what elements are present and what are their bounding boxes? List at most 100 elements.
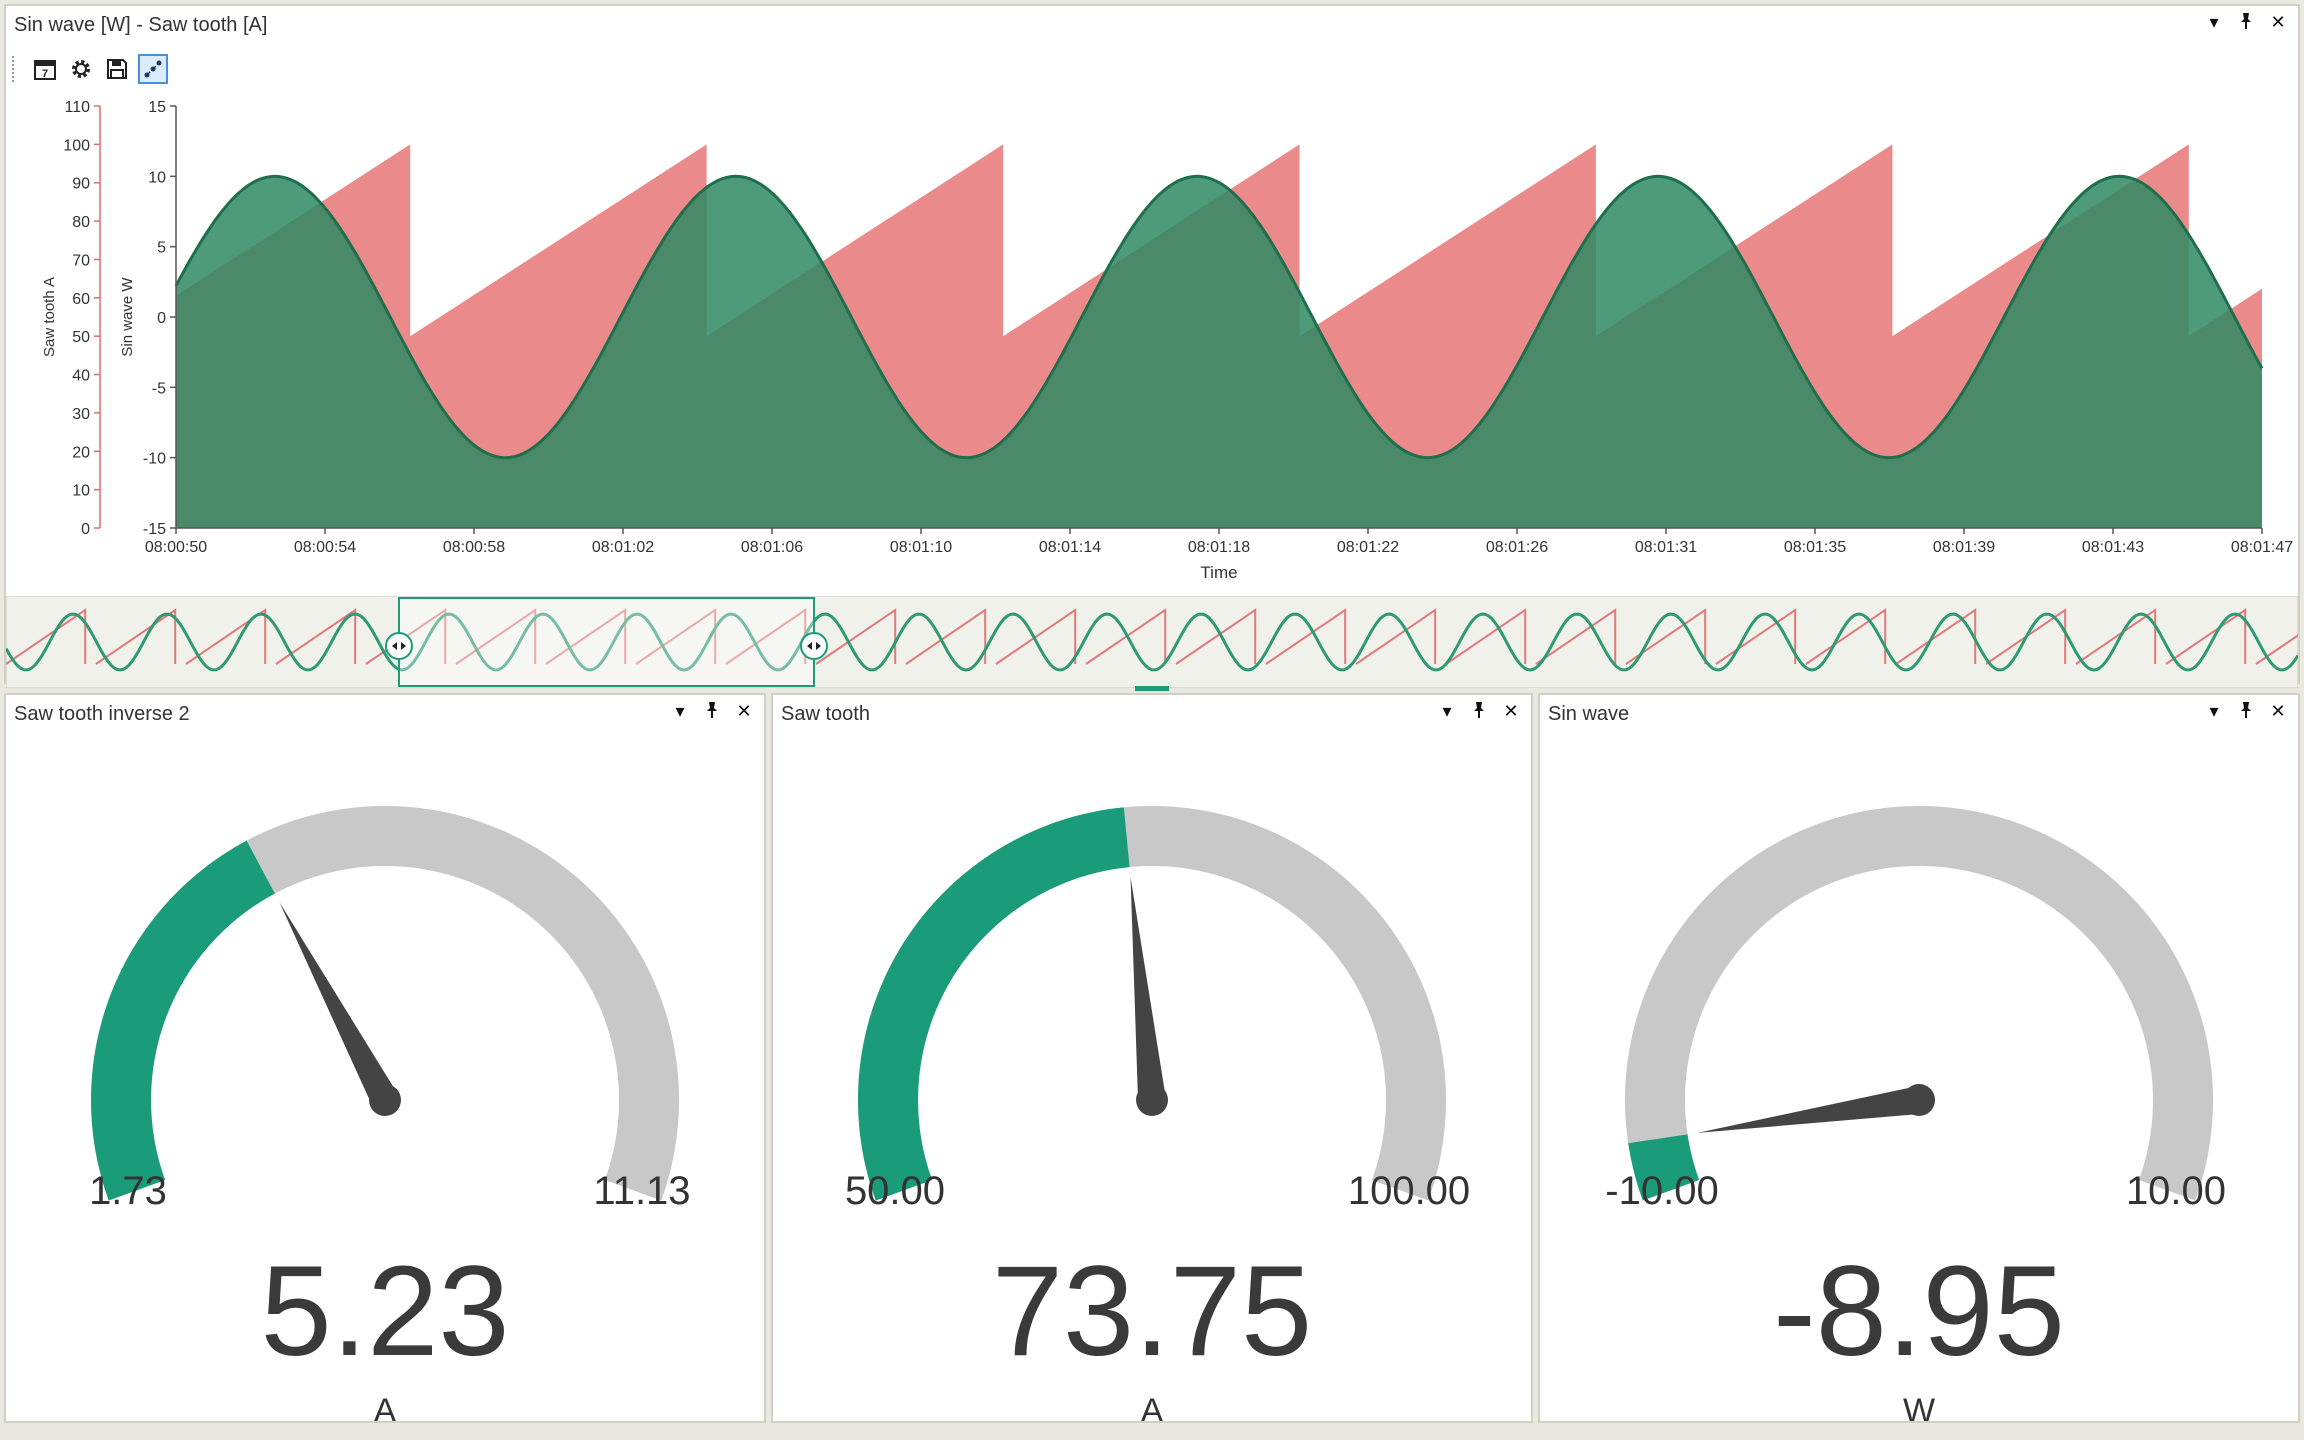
gauge-title: Sin wave: [1548, 703, 1630, 725]
gauge-max-label: 11.13: [593, 1169, 690, 1213]
gauge-max-label: 100.00: [1348, 1169, 1470, 1213]
sin-wave-area: [176, 176, 2262, 529]
gauge-track: [91, 806, 679, 1201]
gauge-panel-header: Saw tooth inverse 2 ▾ ✕: [6, 695, 764, 735]
gauge-panel-header: Saw tooth ▾ ✕: [773, 695, 1531, 735]
gauge-unit: A: [1141, 1392, 1164, 1421]
sin-wave-line: [174, 174, 2264, 460]
gauge-needle: [1130, 877, 1166, 1102]
gauge-value: 73.75: [992, 1240, 1312, 1383]
y-tick-label-w: -5: [152, 380, 166, 397]
x-tick-label: 08:01:39: [1933, 539, 1995, 556]
gauge-value: -8.95: [1773, 1240, 2065, 1383]
gauge-needle-hub: [369, 1084, 401, 1116]
close-icon[interactable]: ✕: [2270, 12, 2286, 32]
gauge-panel-controls: ▾ ✕: [2204, 701, 2288, 724]
handle-circle: [385, 632, 413, 660]
x-tick-label: 08:01:14: [1039, 539, 1101, 556]
chart-toolbar: 7: [12, 52, 168, 86]
y-tick-label-w: 0: [157, 310, 166, 327]
gauge-max-label: 10.00: [2126, 1169, 2226, 1213]
svg-text:7: 7: [42, 68, 48, 80]
settings-button[interactable]: [66, 54, 96, 84]
dropdown-icon[interactable]: ▾: [2209, 12, 2219, 32]
dropdown-icon[interactable]: ▾: [675, 701, 685, 721]
gauge-value: 5.23: [260, 1240, 509, 1383]
y-tick-label-a: 20: [72, 444, 90, 461]
y-tick-label-a: 30: [72, 406, 90, 423]
navigator-background: [6, 596, 2298, 688]
close-icon[interactable]: ✕: [736, 701, 752, 721]
navigator-selection: [398, 597, 815, 687]
gauge-panel-controls: ▾ ✕: [1437, 701, 1521, 724]
gauge: 50.00 100.00 73.75 A: [845, 806, 1470, 1421]
pin-icon[interactable]: [702, 701, 722, 724]
gauge-needle: [279, 902, 398, 1107]
x-tick-label: 08:00:50: [145, 539, 207, 556]
gauge-min-label: -10.00: [1605, 1169, 1718, 1213]
y-axis-title-w: Sin wave W: [119, 277, 136, 357]
x-axis-title: Time: [1200, 563, 1237, 582]
y-tick-label-a: 10: [72, 483, 90, 500]
y-tick-label-a: 60: [72, 291, 90, 308]
x-tick-label: 08:00:54: [294, 539, 356, 556]
y-tick-label-w: 10: [148, 169, 166, 186]
y-tick-label-a: 40: [72, 368, 90, 385]
x-tick-label: 08:01:26: [1486, 539, 1548, 556]
x-tick-label: 08:01:10: [890, 539, 952, 556]
y-tick-label-a: 90: [72, 176, 90, 193]
y-tick-label-w: -10: [143, 451, 166, 468]
gauge: 1.73 11.13 5.23 A: [89, 806, 691, 1421]
y-tick-label-w: -15: [143, 521, 166, 538]
gauge-value-arc: [90, 840, 275, 1201]
x-tick-label: 08:01:31: [1635, 539, 1697, 556]
navigator-sin-line: [6, 612, 2298, 672]
gauge-panel-sin-wave: Sin wave ▾ ✕ -10.00 10.00 -8.95 W: [1538, 693, 2300, 1423]
y-tick-label-a: 100: [63, 137, 90, 154]
gauge-panel-controls: ▾ ✕: [670, 701, 754, 724]
gauge-panel-saw-tooth-inverse-2: Saw tooth inverse 2 ▾ ✕ 1.73 11.13 5.23 A: [4, 693, 766, 1423]
gauge-unit: W: [1903, 1392, 1935, 1421]
main-chart[interactable]: 0 10 20 30 40 50 60 70 80 90 100 110 -15 -10 -5 0 5 10 15 S…: [6, 92, 2298, 612]
dropdown-icon[interactable]: ▾: [1442, 701, 1452, 721]
x-tick-label: 08:01:06: [741, 539, 803, 556]
dropdown-icon[interactable]: ▾: [2209, 701, 2219, 721]
scatter-button[interactable]: [138, 54, 168, 84]
gauge-track: [858, 806, 1446, 1201]
gauge-track: [1625, 806, 2213, 1201]
pin-icon[interactable]: [1469, 701, 1489, 724]
splitter-handle[interactable]: [1135, 686, 1169, 691]
gauge-panel-header: Sin wave ▾ ✕: [1540, 695, 2298, 735]
calendar-icon: 7: [34, 60, 56, 80]
gauge-title: Saw tooth: [781, 703, 870, 725]
close-icon[interactable]: ✕: [2270, 701, 2286, 721]
pin-icon[interactable]: [2236, 12, 2256, 35]
y-tick-label-w: 5: [157, 240, 166, 257]
gauge-needle: [1697, 1086, 1922, 1133]
gauge-needle-hub: [1136, 1084, 1168, 1116]
y-tick-label-a: 70: [72, 252, 90, 269]
navigator-saw-line: [6, 608, 2298, 665]
gauge-unit: A: [374, 1392, 397, 1421]
navigator-right-handle[interactable]: [800, 632, 828, 660]
resize-arrows-icon: [392, 642, 406, 650]
gauge-panel-saw-tooth: Saw tooth ▾ ✕ 50.00 100.00 73.75 A: [771, 693, 1533, 1423]
x-tick-label: 08:01:22: [1337, 539, 1399, 556]
gauge-min-label: 50.00: [845, 1169, 945, 1213]
save-button[interactable]: [102, 54, 132, 84]
y-tick-label-a: 0: [81, 521, 90, 538]
gauge: -10.00 10.00 -8.95 W: [1605, 806, 2226, 1421]
navigator-left-handle[interactable]: [385, 632, 413, 660]
handle-circle: [800, 632, 828, 660]
close-icon[interactable]: ✕: [1503, 701, 1519, 721]
x-tick-label: 08:01:43: [2082, 539, 2144, 556]
chart-panel-header: Sin wave [W] - Saw tooth [A] ▾ ✕: [6, 6, 2298, 46]
navigator-chart[interactable]: [6, 596, 2298, 688]
scatter-icon: [144, 60, 162, 78]
pin-icon[interactable]: [2236, 701, 2256, 724]
calendar-button[interactable]: 7: [30, 54, 60, 84]
gauge-value-arc: [858, 807, 1130, 1201]
gauge-value-arc: [1628, 1134, 1700, 1201]
y-tick-label-a: 110: [64, 99, 90, 116]
resize-arrows-icon: [807, 642, 821, 650]
